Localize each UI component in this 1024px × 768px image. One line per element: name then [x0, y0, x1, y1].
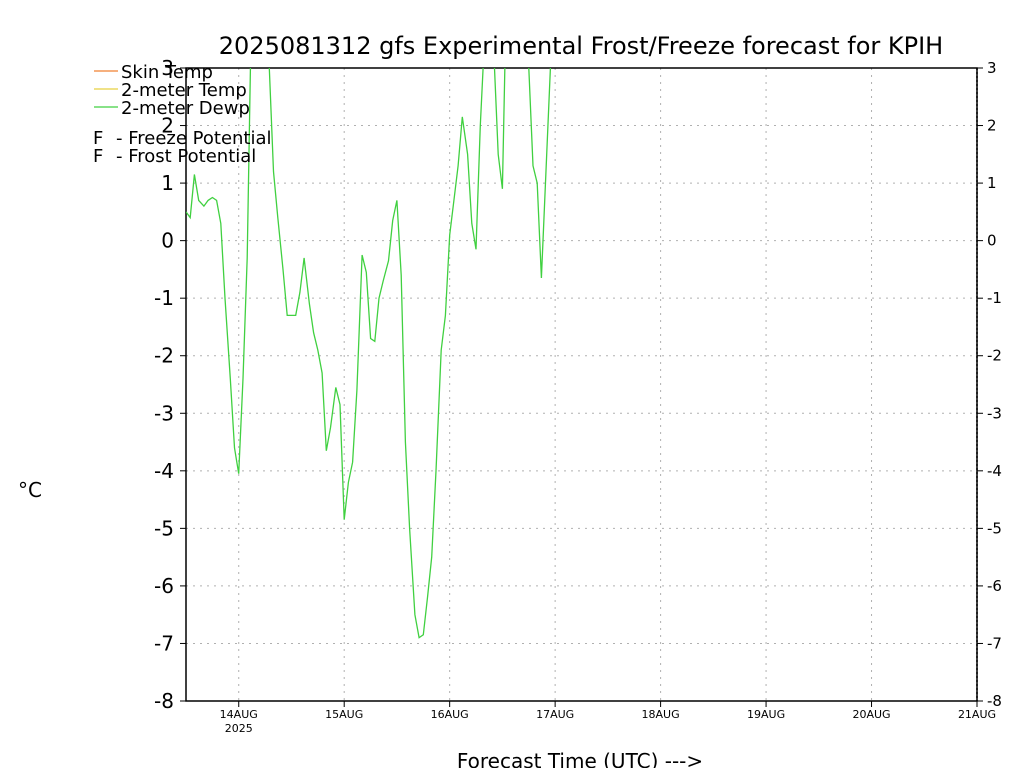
y-tick-label: 0: [161, 229, 174, 253]
series-group: [186, 68, 552, 639]
x-tick-label: 18AUG: [642, 708, 680, 721]
x-tick-label: 20AUG: [852, 708, 890, 721]
y-tick-label-right: 0: [987, 232, 997, 250]
y-tick-label-right: -1: [987, 289, 1002, 307]
y-tick-label: -8: [154, 689, 174, 713]
y-tick-label: 2: [161, 114, 174, 138]
potential-label: - Frost Potential: [116, 146, 256, 167]
series-line-dewpoint: [186, 68, 552, 639]
y-tick-label: -3: [154, 401, 174, 425]
y-tick-label-right: 3: [987, 59, 997, 77]
legend-label: Skin Temp: [121, 62, 213, 83]
x-tick-label: 14AUG: [220, 708, 258, 721]
x-tick-label: 16AUG: [431, 708, 469, 721]
y-tick-label: -7: [154, 631, 174, 655]
potential-letter: F: [93, 128, 103, 149]
x-tick-year: 2025: [225, 722, 253, 735]
y-tick-label: -1: [154, 286, 174, 310]
y-tick-label: -5: [154, 516, 174, 540]
y-tick-label-right: -6: [987, 577, 1002, 595]
chart-title: 2025081312 gfs Experimental Frost/Freeze…: [219, 32, 943, 60]
y-tick-label: -6: [154, 574, 174, 598]
potential-label: - Freeze Potential: [116, 128, 272, 149]
x-tick-label: 15AUG: [325, 708, 363, 721]
y-tick-label-right: -8: [987, 692, 1002, 710]
y-ticks: -8 -8 -7 -7 -6 -6 -5 -5 -4 -4 -3 -3 -2 -2 -1 -1 0 0 1 1 2 2 3 3: [154, 56, 1002, 713]
y-tick-label-right: 1: [987, 174, 997, 192]
x-tick-label: 21AUG: [958, 708, 996, 721]
grid-lines: [186, 68, 977, 701]
y-tick-label: -4: [154, 459, 174, 483]
y-tick-label-right: -7: [987, 634, 1002, 652]
legend-label: 2-meter Temp: [121, 80, 247, 101]
x-axis-label: Forecast Time (UTC) --->: [457, 749, 703, 768]
potential-letter: F: [93, 146, 103, 167]
y-tick-label-right: -5: [987, 519, 1002, 537]
plot-frame: [185, 67, 978, 702]
y-tick-label-right: -4: [987, 462, 1002, 480]
y-tick-label: 1: [161, 171, 174, 195]
y-tick-label-right: -2: [987, 347, 1002, 365]
y-tick-label: -2: [154, 344, 174, 368]
y-tick-label-right: -3: [987, 404, 1002, 422]
legend-label: 2-meter Dewp: [121, 98, 250, 119]
y-tick-label: 3: [161, 56, 174, 80]
y-axis-label: °C: [18, 478, 42, 502]
y-tick-label-right: 2: [987, 117, 997, 135]
x-tick-label: 17AUG: [536, 708, 574, 721]
x-tick-label: 19AUG: [747, 708, 785, 721]
